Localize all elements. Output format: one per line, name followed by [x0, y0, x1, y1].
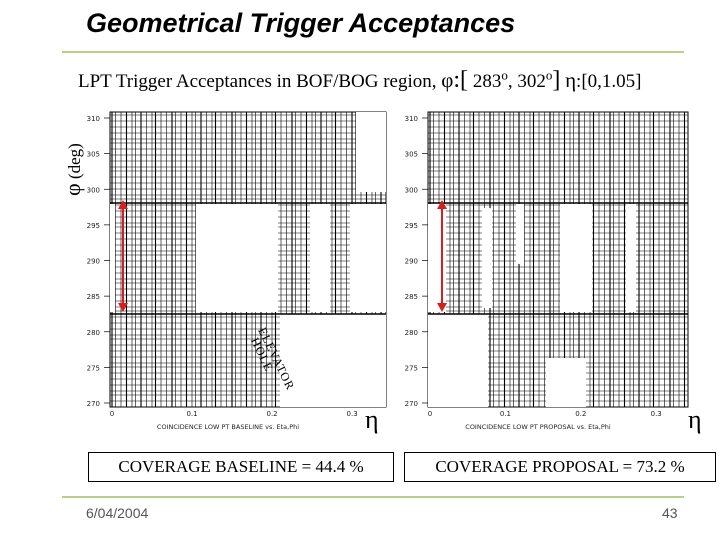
right-eta-label: η: [688, 405, 702, 434]
right-acceptance-plot: 310 305 300 295 290 285 280 275 270 0 0.1 0.2 0.3 COI…: [405, 111, 689, 431]
left-acceptance-plot: 310 305 300 295 290 285 280 275 270 0 0.1 0.2 0.3 COI…: [87, 111, 387, 431]
right-y-tick-label: 290: [405, 258, 418, 266]
left-y-tick-label: 295: [87, 222, 100, 230]
eta-symbol: η: [565, 68, 577, 92]
right-y-tick-label: 285: [405, 293, 418, 301]
left-y-tick-label: 280: [87, 329, 100, 337]
left-y-tick-label: 275: [87, 364, 100, 372]
right-y-tick-label: 305: [405, 151, 418, 159]
left-y-tick-label: 300: [87, 186, 100, 194]
left-y-tick-label: 310: [87, 115, 100, 123]
degree-mark-1: o: [501, 67, 508, 83]
right-x-tick-label: 0.2: [575, 410, 586, 418]
right-y-tick-label: 275: [405, 364, 418, 372]
footer-divider: [62, 496, 684, 498]
coverage-proposal: COVERAGE PROPOSAL = 73.2 %: [404, 452, 716, 482]
left-y-tick-label: 290: [87, 258, 100, 266]
left-x-tick-label: 0.1: [186, 410, 197, 418]
footer-date: 6/04/2004: [86, 505, 149, 521]
phi-range-close: ]: [552, 67, 561, 93]
right-x-tick-label: 0.3: [651, 410, 662, 418]
subtitle-text: LPT Trigger Acceptances in BOF/BOG regio…: [78, 71, 437, 92]
right-x-tick-label: 0.1: [500, 410, 511, 418]
left-x-tick-label: 0.2: [267, 410, 278, 418]
left-y-tick-label: 285: [87, 293, 100, 301]
right-y-tick-label: 310: [405, 115, 418, 123]
page-number: 43: [662, 505, 678, 521]
title-divider: [62, 51, 684, 53]
right-y-tick-label: 270: [405, 400, 418, 408]
right-x-tick-label: 0: [428, 410, 432, 418]
eta-range: :[0,1.05]: [576, 71, 642, 92]
right-y-tick-label: 295: [405, 222, 418, 230]
phi-range-open: :[: [453, 67, 469, 93]
left-x-caption: COINCIDENCE LOW PT BASELINE vs. Eta,Phi: [157, 423, 299, 431]
phi-min: 283: [472, 71, 502, 92]
left-y-tick-label: 305: [87, 151, 100, 159]
right-x-caption: COINCIDENCE LOW PT PROPOSAL vs. Eta,Phi: [465, 423, 611, 431]
right-y-tick-label: 300: [405, 186, 418, 194]
phi-max: , 302: [507, 71, 546, 92]
slide-title: Geometrical Trigger Acceptances: [86, 8, 516, 38]
left-x-tick-label: 0: [110, 410, 114, 418]
degree-mark-2: o: [545, 67, 553, 83]
coverage-baseline: COVERAGE BASELINE = 44.4 %: [88, 452, 394, 482]
left-x-tick-label: 0.3: [347, 410, 358, 418]
left-y-tick-label: 270: [87, 400, 100, 408]
phi-symbol: φ: [441, 68, 454, 92]
left-eta-label: η: [365, 405, 379, 434]
slide-subtitle: LPT Trigger Acceptances in BOF/BOG regio…: [78, 67, 641, 94]
right-y-tick-label: 280: [405, 329, 418, 337]
